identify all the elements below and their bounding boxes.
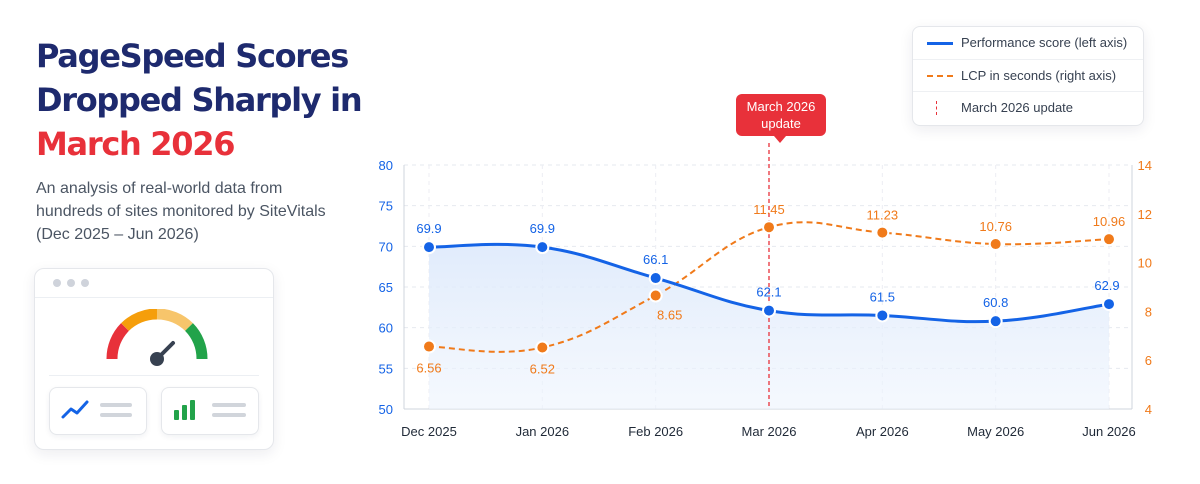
- dashed-line-swatch: [927, 75, 953, 77]
- performance-data-label: 69.9: [530, 221, 555, 236]
- x-tick-label: Jan 2026: [516, 424, 570, 439]
- performance-point: [1102, 297, 1116, 312]
- trend-line-icon: [61, 400, 132, 419]
- lcp-point: [535, 340, 550, 355]
- performance-point: [535, 240, 550, 255]
- lcp-data-label: 6.56: [416, 361, 441, 376]
- performance-point: [648, 271, 663, 286]
- lcp-data-label: 10.96: [1093, 214, 1126, 229]
- performance-data-label: 62.9: [1094, 278, 1119, 293]
- y-left-tick-label: 80: [379, 158, 393, 173]
- x-tick-label: Apr 2026: [856, 424, 909, 439]
- y-right-tick-label: 6: [1145, 353, 1152, 368]
- headline-line-2: Dropped Sharply in: [36, 81, 363, 119]
- x-tick-label: May 2026: [967, 424, 1024, 439]
- performance-point: [875, 308, 890, 323]
- trend-card: [49, 387, 147, 435]
- y-right-tick-label: 4: [1145, 402, 1152, 417]
- march-update-callout: March 2026 update: [736, 94, 826, 136]
- headline-highlight: March 2026: [36, 125, 235, 163]
- lcp-point: [762, 220, 776, 235]
- lcp-point: [875, 225, 890, 240]
- gauge-icon: [106, 309, 208, 366]
- lcp-point: [648, 288, 663, 303]
- chart-legend: Performance score (left axis) LCP in sec…: [912, 26, 1144, 126]
- legend-item-lcp: LCP in seconds (right axis): [913, 59, 1143, 92]
- window-dot: [53, 279, 61, 287]
- x-tick-label: Mar 2026: [742, 424, 797, 439]
- bar-chart-icon: [174, 400, 246, 420]
- legend-label: March 2026 update: [961, 100, 1074, 115]
- y-left-tick-label: 55: [379, 361, 393, 376]
- y-right-tick-label: 10: [1138, 256, 1152, 271]
- performance-point: [762, 303, 776, 318]
- lcp-data-label: 11.45: [753, 202, 785, 217]
- performance-data-label: 61.5: [870, 289, 895, 304]
- window-titlebar: [35, 269, 273, 298]
- performance-point: [422, 240, 436, 255]
- y-left-tick-label: 70: [379, 239, 393, 254]
- lcp-data-label: 10.76: [979, 219, 1012, 234]
- performance-data-label: 62.1: [756, 285, 781, 300]
- callout-pointer: [774, 136, 786, 143]
- lcp-data-label: 11.23: [867, 208, 899, 223]
- vertical-marker-swatch: [936, 101, 937, 115]
- solid-line-swatch: [927, 42, 953, 45]
- window-dot: [67, 279, 75, 287]
- divider: [49, 375, 259, 376]
- legend-item-update: March 2026 update: [913, 91, 1143, 124]
- lcp-point: [422, 339, 436, 354]
- headline: PageSpeed Scores Dropped Sharply in Marc…: [36, 34, 396, 166]
- legend-item-performance: Performance score (left axis): [913, 27, 1143, 59]
- legend-label: Performance score (left axis): [961, 35, 1128, 50]
- subtitle: An analysis of real-world data from hund…: [36, 180, 326, 243]
- dashboard-illustration: [34, 268, 274, 450]
- legend-label: LCP in seconds (right axis): [961, 68, 1117, 83]
- y-right-tick-label: 8: [1145, 304, 1152, 319]
- x-tick-label: Feb 2026: [628, 424, 683, 439]
- performance-data-label: 66.1: [643, 252, 668, 267]
- lcp-point: [1102, 232, 1116, 247]
- y-left-tick-label: 75: [379, 199, 393, 214]
- performance-point: [988, 314, 1003, 329]
- y-right-tick-label: 12: [1138, 207, 1152, 222]
- lcp-data-label: 8.65: [657, 308, 682, 323]
- x-tick-label: Dec 2025: [401, 424, 457, 439]
- performance-data-label: 60.8: [983, 295, 1008, 310]
- lcp-point: [988, 237, 1003, 252]
- y-left-tick-label: 65: [379, 280, 393, 295]
- x-tick-label: Jun 2026: [1082, 424, 1136, 439]
- lcp-data-label: 6.52: [530, 362, 555, 377]
- bars-card: [161, 387, 259, 435]
- y-left-tick-label: 50: [379, 402, 393, 417]
- performance-data-label: 69.9: [416, 221, 441, 236]
- y-left-tick-label: 60: [379, 321, 393, 336]
- window-dot: [81, 279, 89, 287]
- y-right-tick-label: 14: [1138, 158, 1152, 173]
- headline-line-1: PageSpeed Scores: [36, 37, 349, 75]
